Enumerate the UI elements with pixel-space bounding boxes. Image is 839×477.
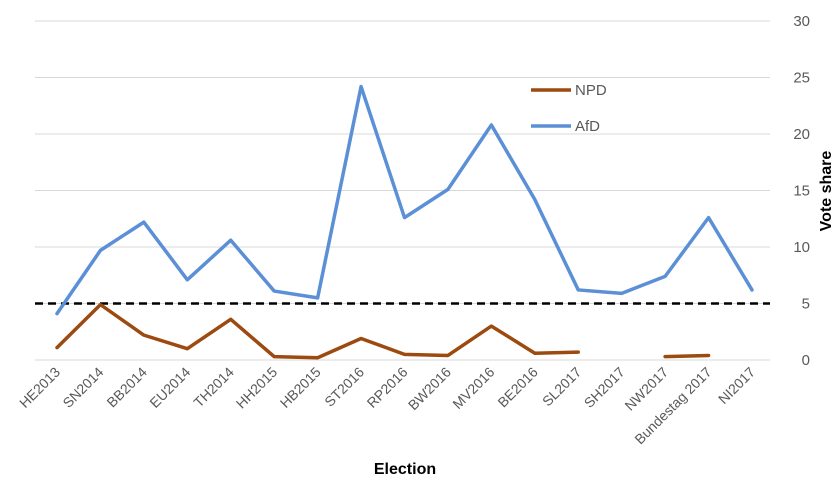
series-line-afd [55, 84, 754, 316]
x-tick-label: SL2017 [539, 364, 585, 410]
series-line-npd [663, 353, 711, 359]
y-tick-label: 10 [793, 239, 810, 256]
gridlines [35, 20, 770, 361]
x-axis-ticks: HE2013SN2014BB2014EU2014TH2014HH2015HB20… [16, 364, 758, 448]
x-tick-label: BB2014 [103, 364, 150, 411]
x-tick-label: BW2016 [405, 364, 454, 413]
x-tick-label: TH2014 [190, 364, 237, 411]
data-point-afd [534, 199, 536, 201]
x-tick-label: SN2014 [59, 364, 106, 411]
data-point-afd [317, 297, 319, 299]
y-tick-label: 0 [802, 352, 810, 369]
data-point-afd [490, 124, 492, 126]
data-point-npd [490, 325, 492, 327]
data-point-afd [404, 217, 405, 219]
data-point-npd [317, 357, 319, 359]
x-tick-label: HH2015 [233, 364, 281, 412]
y-axis-title: Vote share [818, 151, 835, 232]
x-axis-title: Election [374, 461, 436, 477]
data-point-afd [186, 279, 188, 281]
series-lines [55, 84, 754, 360]
data-point-npd [404, 353, 405, 355]
x-tick-label: Bundestag 2017 [631, 364, 715, 448]
data-point-afd [447, 188, 449, 190]
x-tick-label: HB2015 [277, 364, 324, 411]
data-point-afd [360, 86, 362, 88]
data-point-npd [230, 318, 232, 320]
data-point-npd [534, 352, 536, 354]
data-point-afd [56, 313, 58, 315]
x-tick-label: BE2016 [494, 364, 541, 411]
x-tick-label: EU2014 [146, 364, 193, 411]
x-tick-label: MV2016 [449, 364, 497, 412]
data-point-npd [56, 347, 58, 349]
y-tick-label: 20 [793, 126, 810, 143]
data-point-npd [708, 354, 710, 356]
data-point-npd [143, 334, 145, 336]
data-point-afd [621, 292, 623, 294]
data-point-npd [447, 354, 449, 356]
y-tick-label: 25 [793, 70, 810, 87]
x-tick-label: SH2017 [581, 364, 628, 411]
data-point-npd [577, 351, 579, 353]
data-point-npd [664, 356, 666, 358]
legend-label-afd: AfD [575, 118, 600, 135]
data-point-afd [273, 290, 275, 292]
legend: NPD AfD [531, 82, 607, 135]
data-point-afd [751, 289, 753, 291]
y-tick-label: 15 [793, 183, 810, 200]
legend-label-npd: NPD [575, 82, 607, 99]
data-point-npd [360, 338, 362, 340]
data-point-npd [273, 356, 275, 358]
x-tick-label: ST2016 [321, 364, 367, 410]
data-point-afd [577, 289, 579, 291]
data-point-afd [143, 221, 145, 223]
y-tick-label: 5 [802, 296, 810, 313]
x-tick-label: HE2013 [16, 364, 63, 411]
series-npd [55, 302, 711, 360]
series-afd [55, 84, 754, 316]
y-axis-ticks: 0 5 10 15 20 25 30 [793, 13, 810, 369]
y-tick-label: 30 [793, 13, 810, 30]
data-point-afd [708, 217, 710, 219]
x-tick-label: NI2017 [715, 364, 758, 407]
data-point-afd [99, 249, 101, 251]
data-point-npd [186, 348, 188, 350]
data-point-afd [664, 275, 666, 277]
data-point-npd [99, 304, 101, 306]
x-tick-label: RP2016 [364, 364, 411, 411]
data-point-afd [230, 239, 232, 241]
series-line-npd [55, 302, 580, 360]
